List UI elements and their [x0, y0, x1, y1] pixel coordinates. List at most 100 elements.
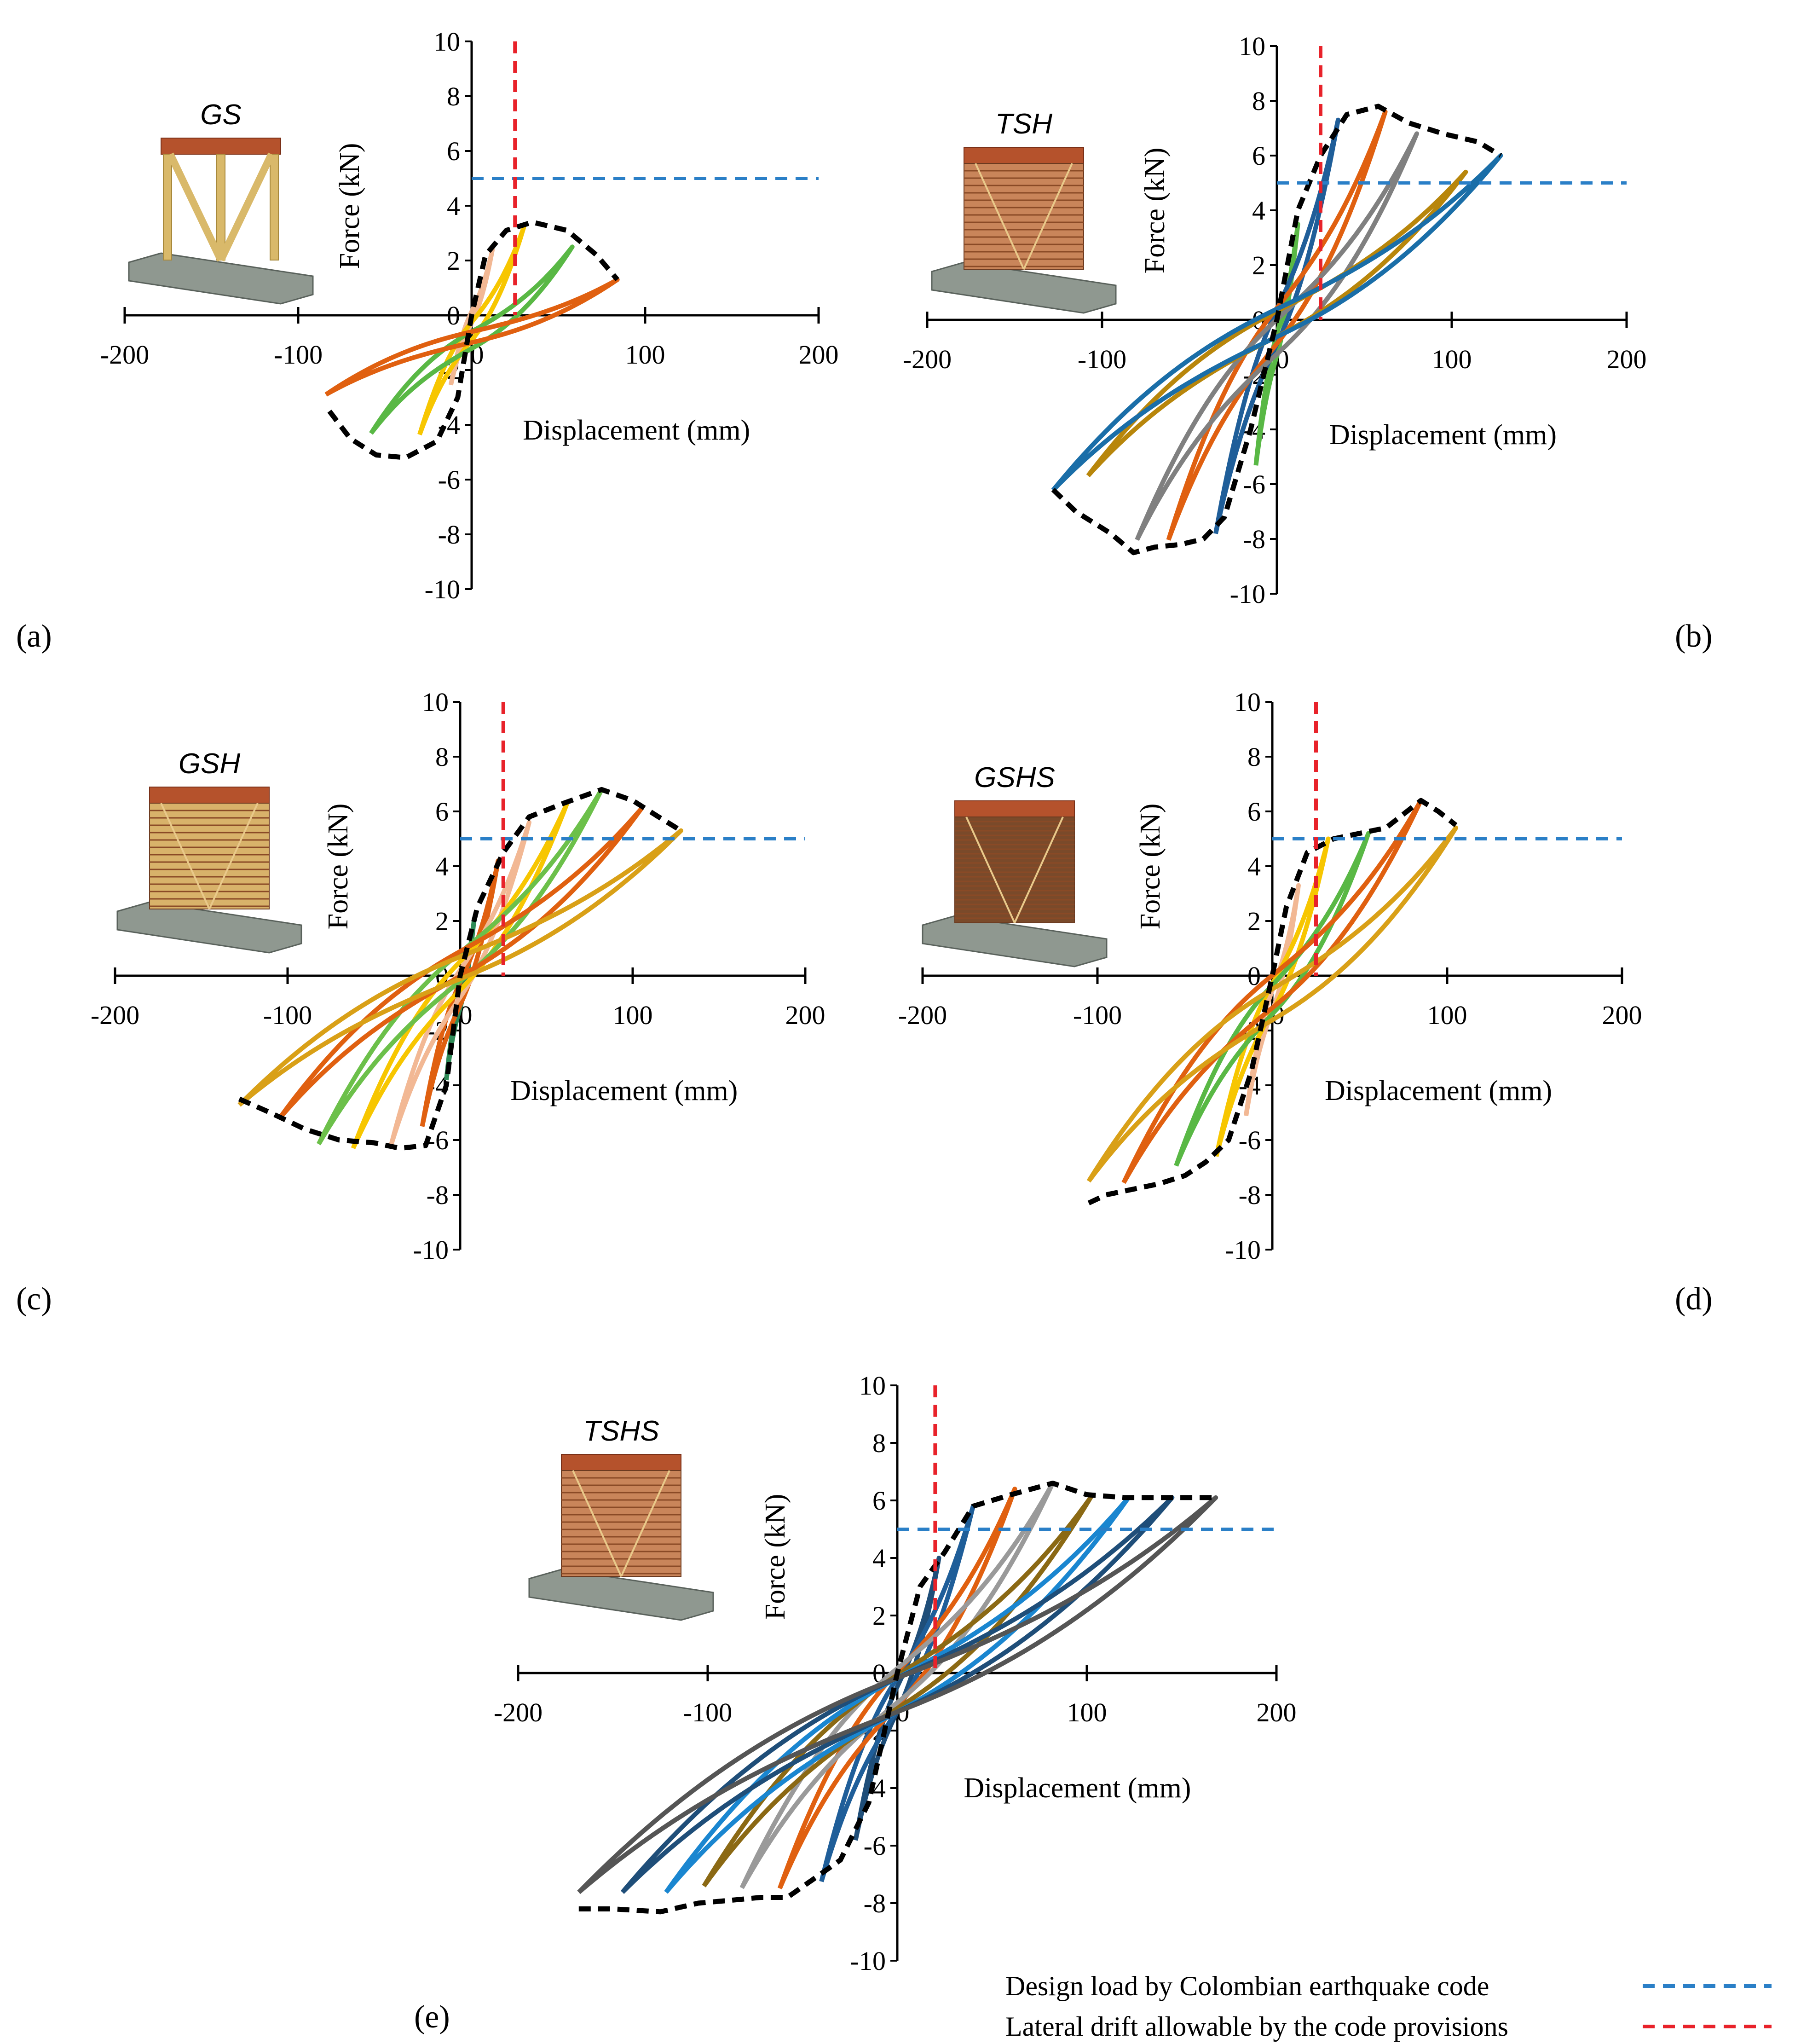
chart-panel-gs: GS-200 -100 0 100 2001086420-2-4-6-8-10Displ… — [16, 27, 839, 654]
hysteresis-loop-5 — [1086, 169, 1468, 477]
chart-panel-tsh: TSH-200 -100 0 100 2001086420-2-4-6-8-10Disp… — [903, 31, 1713, 654]
x-tick-label: -200 — [91, 1000, 139, 1030]
legend-label: Design load by Colombian earthquake code — [1005, 1971, 1489, 2001]
hysteresis-loop-2 — [1213, 117, 1340, 534]
brace-icon — [217, 152, 275, 262]
y-tick-label: -6 — [1239, 1125, 1261, 1155]
y-tick-label: 2 — [1252, 250, 1265, 280]
brace-icon — [1014, 816, 1064, 923]
y-tick-label: -10 — [413, 1235, 449, 1265]
hysteresis-loop-4 — [1135, 131, 1419, 541]
x-tick-label: -200 — [100, 340, 149, 370]
x-axis-label: Displacement (mm) — [1329, 419, 1557, 451]
hysteresis-loop-3 — [1166, 109, 1388, 541]
y-tick-label: 8 — [1247, 742, 1261, 772]
specimen-label: GSH — [179, 748, 241, 780]
top-beam-icon — [161, 138, 281, 155]
x-tick-label: -100 — [683, 1697, 732, 1727]
y-tick-label: 4 — [1252, 196, 1265, 226]
hysteresis-loop-3 — [1174, 831, 1371, 1167]
y-tick-label: 0 — [447, 301, 460, 330]
panel-label: (a) — [16, 619, 52, 654]
x-tick-label: -100 — [263, 1000, 312, 1030]
hysteresis-loop-5 — [702, 1495, 1093, 1888]
hysteresis-loop-3 — [777, 1487, 1017, 1889]
y-tick-label: 2 — [1247, 906, 1261, 936]
x-tick-label: -100 — [1078, 344, 1126, 374]
y-tick-label: 4 — [872, 1543, 886, 1573]
x-tick-label: -200 — [898, 1000, 947, 1030]
panel-label: (b) — [1675, 619, 1713, 654]
x-axis-label: Displacement (mm) — [964, 1772, 1191, 1804]
hysteresis-loop-3 — [369, 244, 575, 435]
x-tick-label: 100 — [1432, 344, 1472, 374]
chart-panel-tshs: TSHS-200 -100 0 100 2001086420-2-4-6-8-10Dis… — [414, 1371, 1297, 2035]
y-tick-label: -8 — [1243, 524, 1265, 554]
y-tick-label: 8 — [447, 81, 460, 111]
specimen-label: GS — [200, 99, 242, 131]
x-tick-label: 100 — [1427, 1000, 1467, 1030]
x-tick-label: -100 — [1073, 1000, 1122, 1030]
x-tick-label: 100 — [625, 340, 665, 370]
y-tick-label: 10 — [859, 1371, 886, 1401]
top-beam-icon — [954, 800, 1075, 817]
y-tick-label: -10 — [850, 1946, 886, 1976]
base-beam-icon — [116, 901, 302, 954]
envelope-curve — [327, 220, 619, 460]
brace-icon — [208, 803, 259, 909]
y-axis-label: Force (kN) — [323, 804, 354, 930]
y-tick-label: 10 — [1234, 687, 1261, 717]
top-beam-icon — [964, 147, 1084, 164]
y-axis-label: Force (kN) — [334, 143, 365, 269]
brace-icon — [1023, 163, 1073, 270]
panel-label: (c) — [16, 1281, 52, 1317]
stud-icon — [270, 154, 279, 261]
chart-panel-gsh: GSH-200 -100 0 100 2001086420-2-4-6-8-10Disp… — [16, 687, 825, 1317]
hysteresis-loop-3 — [389, 820, 531, 1146]
hysteresis-loop-7 — [237, 828, 683, 1107]
top-beam-icon — [149, 787, 270, 804]
specimen-label: TSH — [995, 108, 1052, 140]
y-tick-label: -8 — [427, 1180, 449, 1210]
panel-label: (d) — [1675, 1281, 1713, 1317]
brace-icon — [620, 1470, 670, 1577]
y-axis-label: Force (kN) — [1139, 148, 1171, 274]
x-tick-label: 100 — [1067, 1697, 1107, 1727]
base-beam-icon — [922, 915, 1108, 967]
y-tick-label: 2 — [447, 246, 460, 276]
y-tick-label: 2 — [872, 1601, 886, 1631]
x-tick-label: 200 — [1607, 344, 1647, 374]
base-beam-icon — [528, 1569, 714, 1621]
y-tick-label: 4 — [1247, 851, 1261, 881]
y-tick-label: -8 — [864, 1888, 886, 1918]
x-tick-label: -200 — [494, 1697, 543, 1727]
y-tick-label: 4 — [435, 851, 449, 881]
y-tick-label: 8 — [872, 1428, 886, 1458]
envelope-curve — [1051, 104, 1502, 556]
x-tick-label: 200 — [785, 1000, 825, 1030]
hysteresis-loop-8 — [577, 1495, 1218, 1894]
envelope-curve — [578, 1481, 1216, 1915]
y-tick-label: -8 — [1239, 1180, 1261, 1210]
specimen-label: TSHS — [583, 1415, 659, 1447]
brace-icon — [965, 816, 1016, 923]
x-axis-label: Displacement (mm) — [523, 415, 750, 446]
panel-label: (e) — [414, 1999, 450, 2035]
legend: Design load by Colombian earthquake code… — [1005, 1971, 1772, 2042]
brace-icon — [572, 1470, 622, 1577]
x-tick-label: 100 — [613, 1000, 653, 1030]
y-tick-label: 10 — [422, 687, 449, 717]
base-beam-icon — [128, 252, 314, 305]
y-tick-label: 4 — [447, 191, 460, 221]
legend-label: Lateral drift allowable by the code prov… — [1005, 2011, 1508, 2042]
y-tick-label: 8 — [1252, 86, 1265, 116]
stud-icon — [216, 154, 225, 261]
x-tick-label: -200 — [903, 344, 952, 374]
y-tick-label: 2 — [435, 906, 449, 936]
envelope-curve — [1087, 798, 1458, 1205]
stud-icon — [163, 154, 172, 261]
y-tick-label: 10 — [1239, 31, 1265, 61]
brace-icon — [167, 152, 225, 262]
y-tick-label: 6 — [872, 1486, 886, 1516]
y-tick-label: 10 — [433, 27, 460, 57]
